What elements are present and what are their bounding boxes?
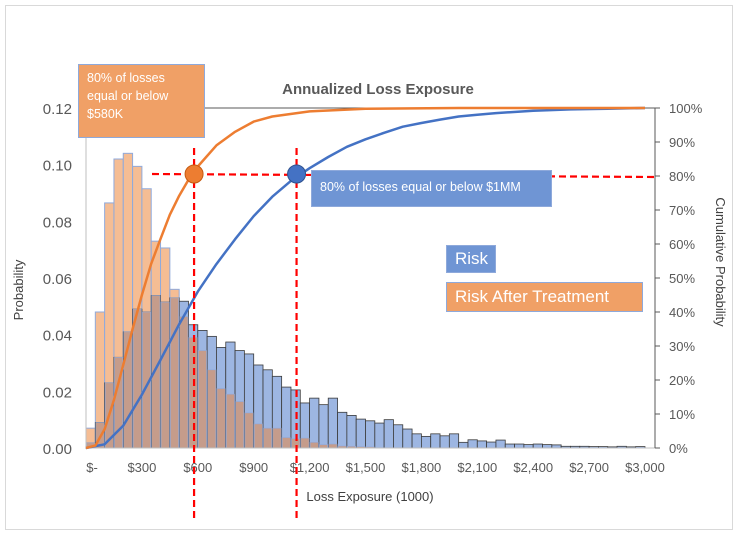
- blue-annotation-text: 80% of losses equal or below $1MM: [320, 180, 521, 194]
- bar-risk: [514, 443, 525, 449]
- reference-line-80pct: [151, 172, 656, 179]
- bar-overlap: [319, 444, 329, 449]
- bar-risk: [486, 441, 497, 449]
- chart-title: Annualized Loss Exposure: [282, 81, 474, 98]
- y-axis-title: Probability: [11, 259, 26, 320]
- y2-tick-label: 80%: [669, 169, 695, 184]
- bar-overlap: [244, 412, 254, 449]
- bar-overlap: [253, 423, 263, 449]
- marker-risk: [287, 164, 307, 184]
- bar-overlap: [207, 369, 217, 449]
- y2-tick-label: 60%: [669, 237, 695, 252]
- bar-risk: [374, 422, 385, 449]
- orange-annotation-box: 80% of losses equal or below $580K: [78, 64, 205, 138]
- bar-overlap: [328, 443, 338, 449]
- bar-risk: [542, 444, 553, 449]
- x-tick-label: $2,700: [569, 460, 609, 475]
- bar-risk: [318, 404, 329, 449]
- x-tick-label: $900: [239, 460, 268, 475]
- x-tick-label: $2,100: [457, 460, 497, 475]
- y2-tick-label: 10%: [669, 407, 695, 422]
- bar-risk: [383, 419, 394, 449]
- legend-item-risk: Risk: [446, 245, 496, 273]
- bar-overlap: [300, 437, 310, 449]
- bar-overlap: [160, 301, 170, 449]
- y-tick-label: 0.10: [43, 158, 72, 175]
- bar-risk: [476, 440, 488, 449]
- bar-risk: [430, 433, 441, 449]
- bar-overlap: [263, 427, 273, 449]
- bar-risk: [327, 397, 338, 449]
- bar-risk: [393, 424, 404, 449]
- bar-risk: [337, 411, 348, 449]
- bar-risk: [355, 418, 366, 449]
- chart-frame: [5, 5, 733, 530]
- bar-overlap: [309, 442, 319, 449]
- bar-overlap: [179, 316, 189, 449]
- x-axis-title: Loss Exposure (1000): [306, 489, 433, 504]
- bar-overlap: [132, 308, 142, 449]
- bar-overlap: [281, 437, 291, 449]
- bar-risk: [309, 397, 320, 449]
- cumulative-line-risk-after-treatment: [85, 106, 645, 450]
- x-tick-label: $300: [127, 460, 156, 475]
- x-tick-label: $1,200: [290, 460, 330, 475]
- bar-risk: [504, 443, 515, 449]
- x-tick-label: $1,500: [346, 460, 386, 475]
- y2-tick-label: 30%: [669, 339, 695, 354]
- y2-axis-title: Cumulative Probability: [713, 197, 728, 327]
- bar-risk: [346, 415, 357, 449]
- bar-risk: [402, 428, 413, 449]
- bar-risk: [495, 439, 506, 449]
- legend-label-risk: Risk: [455, 249, 489, 268]
- y2-tick-label: 90%: [669, 135, 695, 150]
- marker-risk-after-treatment: [184, 164, 204, 184]
- bar-overlap: [170, 297, 179, 449]
- blue-annotation-box: 80% of losses equal or below $1MM: [311, 170, 552, 207]
- y-tick-label: 0.12: [43, 101, 72, 118]
- bar-overlap: [235, 401, 245, 449]
- bar-risk: [467, 439, 478, 449]
- bar-risk: [365, 420, 376, 449]
- bar-risk: [458, 441, 469, 449]
- y-tick-label: 0.00: [43, 441, 72, 458]
- bar-overlap: [216, 388, 226, 449]
- bar-risk: [523, 444, 534, 449]
- y2-tick-label: 0%: [669, 441, 688, 456]
- cumulative-line-risk: [85, 106, 646, 450]
- x-tick-label: $1,800: [402, 460, 442, 475]
- y-tick-label: 0.04: [43, 328, 72, 345]
- legend-item-risk-after-treatment: Risk After Treatment: [446, 282, 643, 312]
- x-tick-label: $2,400: [513, 460, 553, 475]
- legend-label-risk-after-treatment: Risk After Treatment: [455, 287, 609, 306]
- bar-risk: [532, 443, 543, 449]
- y2-tick-label: 100%: [669, 101, 703, 116]
- y-tick-label: 0.08: [43, 214, 72, 231]
- x-tick-label: $-: [86, 460, 98, 475]
- bar-overlap: [272, 427, 282, 449]
- x-tick-label: $3,000: [625, 460, 665, 475]
- bar-overlap: [198, 350, 207, 449]
- bar-risk: [448, 433, 460, 449]
- y2-tick-label: 50%: [669, 271, 695, 286]
- bar-risk: [420, 435, 432, 449]
- y2-tick-label: 20%: [669, 373, 695, 388]
- y2-tick-label: 40%: [669, 305, 695, 320]
- orange-annotation-text: 80% of losses equal or below $580K: [87, 71, 169, 121]
- bar-risk: [439, 435, 450, 449]
- y-tick-label: 0.02: [43, 384, 72, 401]
- y-tick-label: 0.06: [43, 271, 72, 288]
- bar-overlap: [225, 393, 235, 449]
- x-tick-label: $600: [183, 460, 212, 475]
- y2-tick-label: 70%: [669, 203, 695, 218]
- bar-risk: [411, 433, 422, 449]
